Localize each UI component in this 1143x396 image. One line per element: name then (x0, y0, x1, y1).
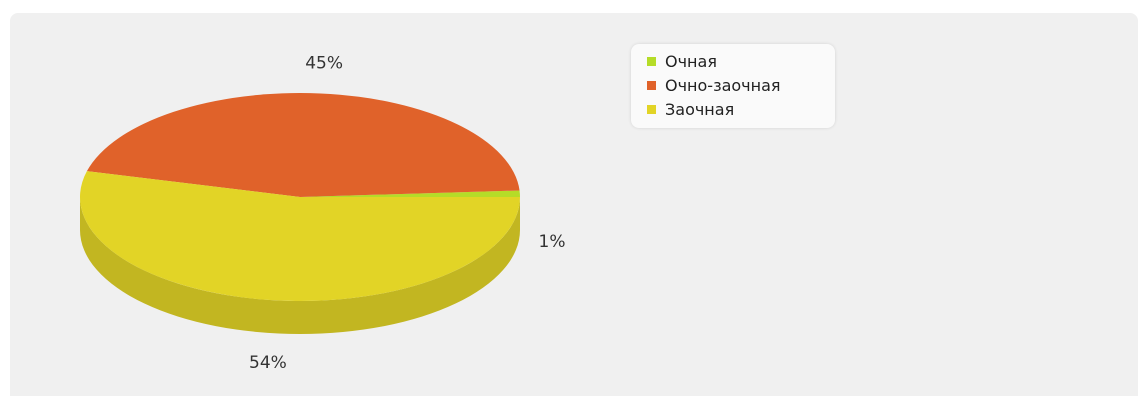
legend-label-ochno-zaochnaya: Очно-заочная (665, 75, 781, 95)
legend-swatch-ochno-zaochnaya (647, 80, 656, 90)
pie-side-Заочная (80, 197, 520, 334)
legend-label-zaochnaya: Заочная (665, 99, 735, 119)
legend-item-ochnaya: Очная (647, 50, 717, 72)
pie-label-Очная: 1% (539, 232, 566, 252)
pie-sides (80, 197, 520, 334)
pie-tops (79, 92, 520, 301)
chart-panel: 1% 45% 54% Очная Очно-заочная Заочная (10, 13, 1138, 396)
legend-swatch-ochnaya (647, 56, 656, 66)
legend-item-ochno-zaochnaya: Очно-заочная (647, 74, 781, 96)
legend-label-ochnaya: Очная (665, 51, 717, 71)
pie-slice-Заочная[interactable] (79, 171, 520, 301)
pie-label-Очно-заочная: 45% (305, 54, 343, 74)
pie-chart: 1% 45% 54% (79, 54, 565, 373)
pie-labels: 1% 45% 54% (249, 54, 565, 373)
pie-slice-Очно-заочная[interactable] (86, 92, 520, 197)
pie-slice-Очная[interactable] (300, 190, 520, 197)
legend-item-zaochnaya: Заочная (647, 98, 734, 120)
pie-label-Заочная: 54% (249, 353, 287, 373)
legend-swatch-zaochnaya (647, 104, 656, 114)
legend: Очная Очно-заочная Заочная (631, 44, 835, 128)
